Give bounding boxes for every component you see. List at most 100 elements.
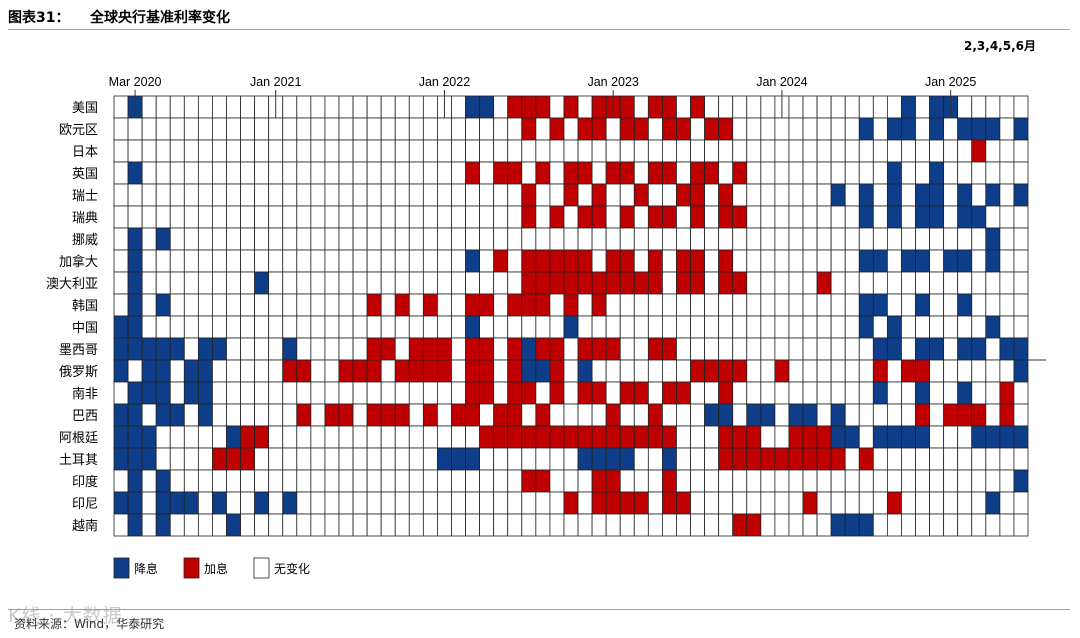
heatmap-cell — [915, 425, 930, 449]
heatmap-cell — [943, 249, 959, 273]
heatmap-cell — [169, 491, 185, 515]
heatmap-cell — [479, 447, 495, 471]
heatmap-cell — [704, 139, 720, 163]
heatmap-cell — [155, 117, 171, 141]
heatmap-cell — [437, 359, 452, 383]
heatmap-cell — [577, 139, 593, 163]
heatmap-cell — [662, 249, 677, 273]
heatmap-cell — [760, 139, 776, 163]
heatmap-cell — [366, 469, 382, 493]
heatmap-cell — [844, 95, 860, 119]
heatmap-cell — [788, 447, 804, 471]
heatmap-cell — [549, 315, 565, 339]
heatmap-cell — [676, 227, 691, 251]
heatmap-cell — [858, 315, 874, 339]
heatmap-cell — [619, 249, 635, 273]
heatmap-cell — [563, 315, 579, 339]
heatmap-cell — [408, 293, 424, 317]
heatmap-cell — [1013, 315, 1029, 339]
heatmap-cell — [732, 95, 748, 119]
heatmap-cell — [1013, 205, 1029, 229]
heatmap-cell — [816, 425, 832, 449]
heatmap-cell — [240, 95, 256, 119]
heatmap-cell — [479, 205, 495, 229]
heatmap-cell — [535, 425, 551, 449]
country-label: 英国 — [72, 167, 98, 182]
months-note: 2,3,4,5,6月 — [964, 39, 1036, 53]
heatmap-cell — [282, 249, 298, 273]
heatmap-cell — [676, 183, 691, 207]
heatmap-cell — [282, 95, 298, 119]
heatmap-cell — [408, 469, 424, 493]
heatmap-cell — [197, 227, 213, 251]
heatmap-cell — [690, 381, 705, 405]
heatmap-cell — [746, 161, 762, 185]
heatmap-cell — [155, 227, 171, 251]
heatmap-cell — [858, 337, 874, 361]
heatmap-cell — [366, 161, 382, 185]
heatmap-cell — [886, 447, 902, 471]
heatmap-cell — [690, 183, 705, 207]
heatmap-cell — [802, 469, 818, 493]
heatmap-cell — [915, 359, 930, 383]
heatmap-cell — [282, 425, 298, 449]
heatmap-cell — [943, 469, 959, 493]
heatmap-cell — [380, 315, 396, 339]
heatmap-cell — [563, 447, 579, 471]
heatmap-cell — [929, 161, 945, 185]
heatmap-cell — [127, 513, 143, 537]
heatmap-cell — [226, 95, 241, 119]
heatmap-cell — [985, 403, 1001, 427]
heatmap-cell — [619, 117, 635, 141]
heatmap-cell — [943, 117, 959, 141]
heatmap-cell — [155, 425, 171, 449]
heatmap-cell — [141, 403, 157, 427]
heatmap-cell — [830, 95, 846, 119]
heatmap-cell — [155, 359, 171, 383]
heatmap-cell — [493, 337, 509, 361]
heatmap-cell — [830, 293, 846, 317]
heatmap-cell — [352, 381, 368, 405]
heatmap-cell — [197, 139, 213, 163]
heatmap-cell — [437, 293, 452, 317]
heatmap-cell — [985, 359, 1001, 383]
heatmap-cell — [957, 403, 973, 427]
heatmap-cell — [788, 95, 804, 119]
heatmap-cell — [633, 227, 649, 251]
heatmap-cell — [985, 271, 1001, 295]
heatmap-cell — [380, 447, 396, 471]
heatmap-cell — [535, 381, 551, 405]
heatmap-cell — [816, 491, 832, 515]
heatmap-cell — [929, 227, 945, 251]
heatmap-cell — [127, 117, 143, 141]
heatmap-cell — [605, 161, 621, 185]
heatmap-cell — [1013, 447, 1029, 471]
heatmap-cell — [886, 337, 902, 361]
heatmap-cell — [563, 183, 579, 207]
heatmap-cell — [549, 337, 565, 361]
heatmap-cell — [451, 249, 466, 273]
heatmap-cell — [127, 359, 143, 383]
heatmap-cell — [943, 359, 959, 383]
heatmap-cell — [338, 293, 354, 317]
heatmap-cell — [451, 293, 466, 317]
heatmap-cell — [296, 271, 312, 295]
heatmap-cell — [633, 161, 649, 185]
heatmap-cell — [254, 513, 270, 537]
heatmap-cell — [858, 381, 874, 405]
heatmap-cell — [465, 359, 481, 383]
heatmap-cell — [788, 359, 804, 383]
heatmap-cell — [282, 139, 298, 163]
heatmap-cell — [451, 271, 466, 295]
heatmap-cell — [746, 227, 762, 251]
heatmap-cell — [113, 227, 129, 251]
heatmap-cell — [971, 227, 987, 251]
heatmap-cell — [690, 425, 705, 449]
heatmap-cell — [296, 117, 312, 141]
heatmap-cell — [830, 315, 846, 339]
heatmap-cell — [212, 161, 227, 185]
heatmap-cell — [521, 183, 537, 207]
heatmap-cell — [774, 249, 790, 273]
heatmap-cell — [1013, 117, 1029, 141]
heatmap-cell — [760, 381, 776, 405]
